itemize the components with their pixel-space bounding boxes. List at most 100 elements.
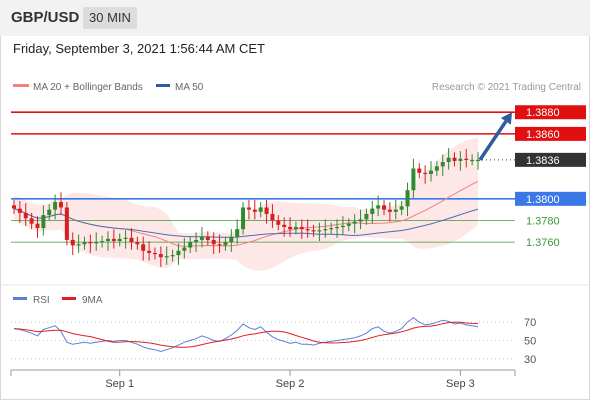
candle-body (41, 215, 46, 229)
candle-body (264, 207, 269, 214)
candle-body (282, 224, 287, 227)
candle-body (94, 242, 99, 244)
x-axis-tick-label: Sep 3 (446, 378, 475, 390)
candle-body (105, 238, 110, 242)
candle-body (423, 172, 428, 175)
candle-body (288, 226, 293, 230)
candle-body (376, 205, 381, 209)
candle-body (352, 221, 357, 224)
candle-body (305, 229, 310, 231)
rsi-tick-label: 70 (524, 317, 536, 329)
candle-body (141, 244, 146, 251)
candle-body (58, 202, 63, 208)
candle-body (235, 229, 240, 237)
candle-body (417, 168, 422, 173)
candle-body (393, 209, 398, 212)
rsi-tick-label: 50 (524, 336, 536, 348)
candle-body (35, 223, 40, 229)
bollinger-band-layer (14, 137, 478, 271)
candle-body (299, 226, 304, 230)
x-axis: Sep 1 Sep 2 Sep 3 (10, 369, 516, 390)
candle-body (276, 220, 281, 225)
legend-label-rsi: RSI (33, 295, 50, 306)
candle-body (476, 159, 480, 162)
candle-body (223, 242, 228, 246)
candle-body (64, 207, 69, 240)
candle-body (317, 230, 322, 232)
level-lines-layer (11, 111, 515, 243)
candle-body (293, 226, 298, 230)
candle-body (323, 229, 328, 231)
level-label-support: 1.3780 (526, 215, 560, 227)
candle-body (12, 205, 16, 209)
level-label-resistance: 1.3880 (526, 107, 560, 119)
rsi-line (13, 316, 479, 353)
candle-body (434, 166, 439, 171)
last-price-tag (515, 152, 586, 167)
rsi-ma-line (13, 321, 479, 348)
candle-body (152, 252, 157, 255)
candle-body (246, 207, 251, 210)
legend-label-9ma: 9MA (82, 295, 103, 306)
candle-body (211, 239, 216, 245)
candle-body (464, 158, 469, 160)
candle-body (170, 255, 175, 257)
level-label-support: 1.3760 (526, 237, 560, 249)
candle-body (429, 170, 434, 174)
candle-body (194, 239, 199, 243)
candle-body (382, 205, 387, 210)
level-tag-resistance (515, 126, 586, 141)
timestamp: Friday, September 3, 2021 1:56:44 AM CET (13, 41, 265, 56)
legend-label-bollinger: MA 20 + Bollinger Bands (33, 82, 143, 93)
level-tag-pivot (515, 191, 586, 206)
candle-body (387, 209, 392, 212)
candle-body (470, 159, 475, 162)
legend-swatch-bollinger (13, 84, 29, 87)
x-axis-tick-label: Sep 1 (105, 378, 134, 390)
candle-body (188, 242, 193, 248)
chart-header: GBP/USD 30 MIN (0, 0, 590, 36)
candle-body (199, 236, 204, 240)
candle-body (335, 226, 340, 229)
legend-swatch-rsi (13, 297, 27, 300)
moving-averages-layer (13, 180, 479, 247)
candle-body (270, 213, 275, 221)
candle-body (88, 242, 93, 244)
forecast-arrow-head (500, 112, 512, 125)
candle-body (252, 209, 257, 212)
candle-body (23, 212, 28, 219)
symbol-title: GBP/USD (11, 9, 80, 26)
candle-body (82, 242, 87, 245)
candle-body (440, 162, 445, 167)
candle-body (111, 238, 116, 242)
rsi-tick-label: 30 (524, 354, 536, 366)
timeframe-badge[interactable]: 30 MIN (83, 7, 137, 29)
level-label-resistance: 1.3860 (526, 129, 560, 141)
candle-body (411, 168, 416, 191)
candle-body (205, 236, 210, 240)
candle-body (76, 244, 81, 246)
candle-body (346, 223, 351, 226)
candle-body (364, 213, 369, 220)
candle-body (135, 242, 140, 245)
candle-body (123, 237, 128, 239)
candle-body (164, 256, 169, 258)
candle-body (340, 225, 345, 228)
candle-body (311, 230, 316, 232)
candle-body (229, 236, 234, 243)
rsi-layer: 70 50 30 (11, 316, 536, 366)
price-labels-layer: 1.3880 1.3860 1.3800 1.3780 1.3760 1.3836 (515, 105, 586, 249)
candle-body (29, 218, 34, 224)
candle-body (452, 157, 457, 161)
legend-swatch-ma50 (156, 84, 170, 87)
ma50-line (13, 208, 479, 238)
candle-body (176, 250, 181, 256)
candle-body (446, 157, 451, 163)
candle-body (358, 219, 363, 222)
candle-body (241, 207, 246, 230)
legend-swatch-9ma (62, 297, 76, 300)
copyright: Research © 2021 Trading Central (432, 82, 581, 93)
candle-body (370, 208, 375, 214)
level-tag-resistance (515, 105, 586, 120)
